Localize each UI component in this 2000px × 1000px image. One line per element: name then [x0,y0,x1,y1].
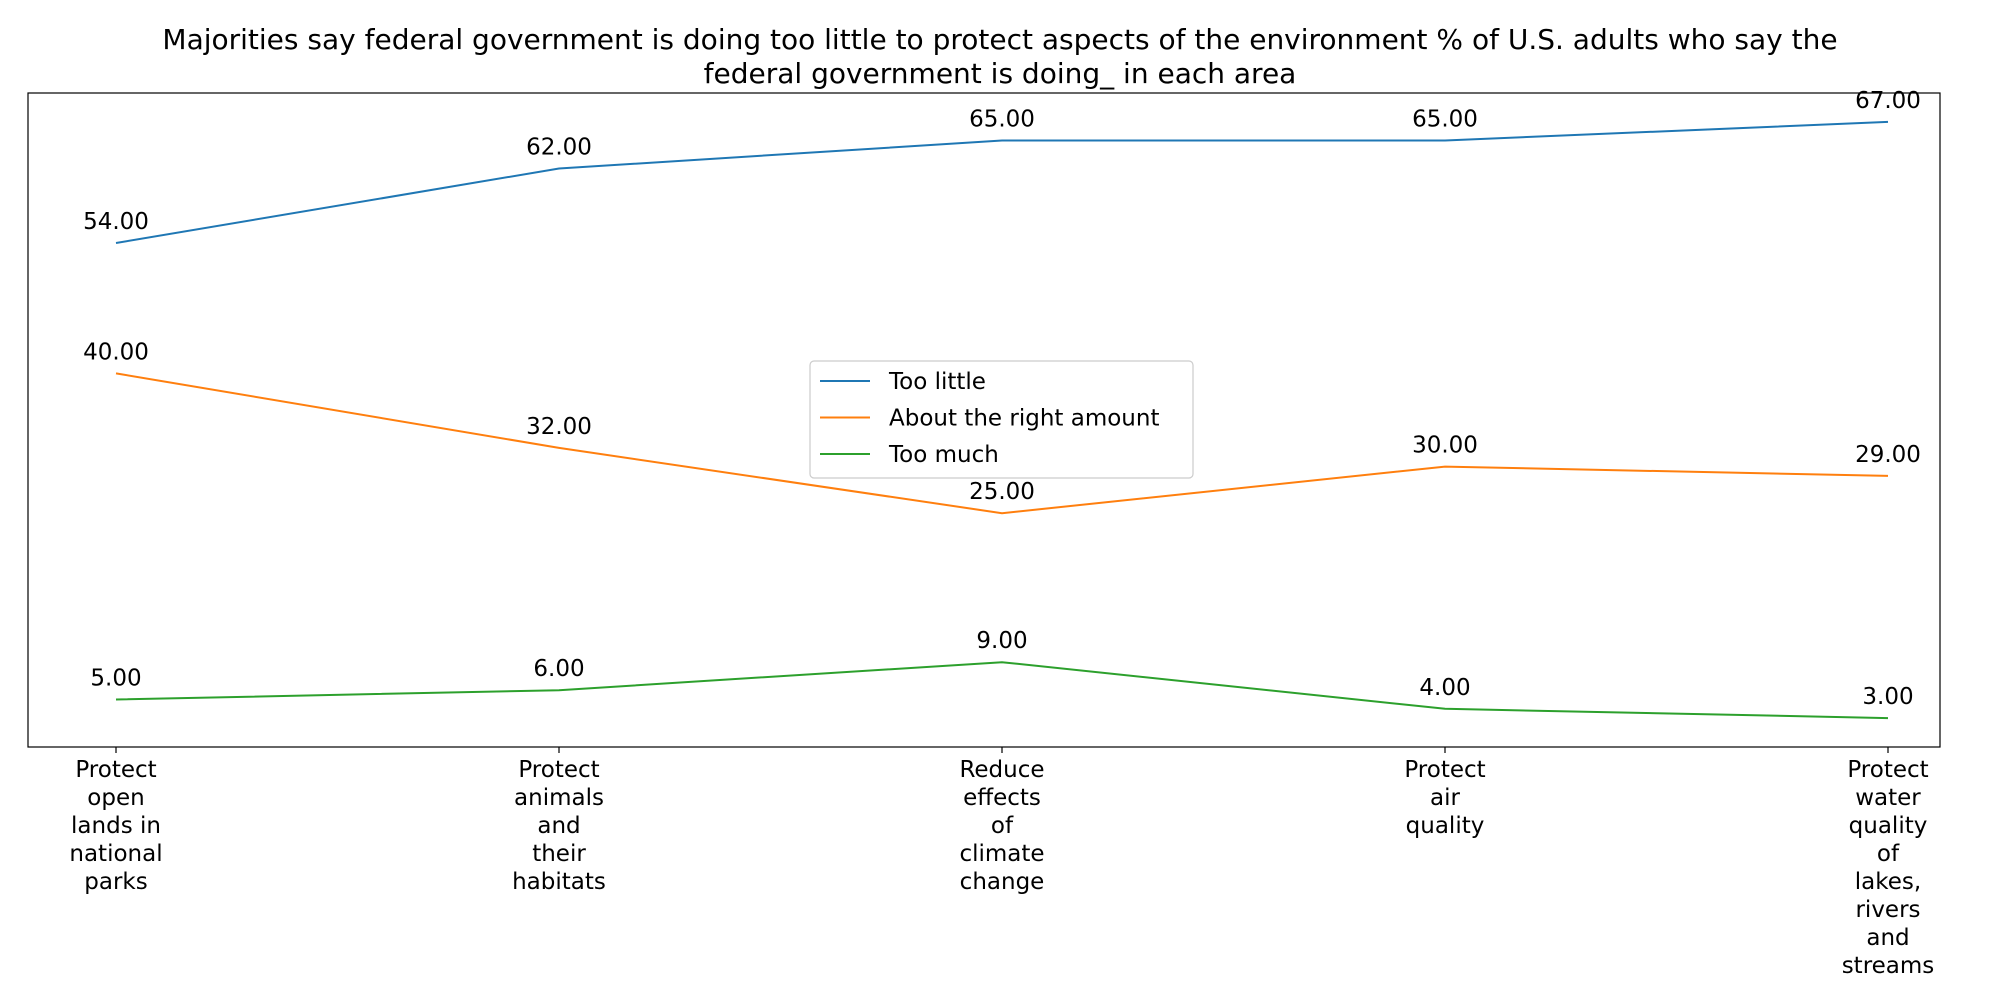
data-label: 6.00 [533,656,584,682]
legend-label: Too little [888,369,986,395]
chart-title: Majorities say federal government is doi… [162,23,1837,90]
data-label: 5.00 [90,665,141,691]
legend-label: About the right amount [889,406,1159,432]
chart-title-line: Majorities say federal government is doi… [162,23,1837,56]
series-lines [115,120,1889,720]
data-label: 67.00 [1855,88,1921,114]
x-tick-label: Protect air quality [1404,757,1485,839]
series-line-too-much [115,661,1889,720]
data-label: 4.00 [1419,675,1470,701]
data-label: 65.00 [1412,107,1478,133]
data-label: 9.00 [976,628,1027,654]
legend: Too little About the right amount Too much [809,360,1194,479]
plot-area-frame [27,92,1941,748]
x-tick-label: Protect water quality of lakes, rivers and stre… [1842,757,1935,979]
data-label: 30.00 [1412,433,1478,459]
series-line-too-little [115,120,1889,244]
legend-box [809,360,1194,479]
x-tick-label: Protect open lands in national parks [69,757,162,895]
data-labels: 54.00 62.00 65.00 65.00 67.00 40.00 32.00 25.00… [83,88,1921,710]
data-label: 65.00 [969,107,1035,133]
x-tick-label: Reduce effects of climate change [959,757,1044,895]
data-label: 25.00 [969,479,1035,505]
data-label: 40.00 [83,339,149,365]
chart-title-line: federal government is doing_ in each are… [704,57,1297,90]
series-line-about-the-right-amount [115,372,1889,515]
x-axis-ticks: Protect open lands in national parks Protect a… [69,747,1934,979]
x-tick-label: Protect animals and their habitats [512,757,606,895]
legend-label: Too much [888,442,999,468]
data-label: 3.00 [1862,684,1913,710]
data-label: 54.00 [83,209,149,235]
data-label: 32.00 [526,414,592,440]
data-label: 29.00 [1855,442,1921,468]
data-label: 62.00 [526,134,592,160]
